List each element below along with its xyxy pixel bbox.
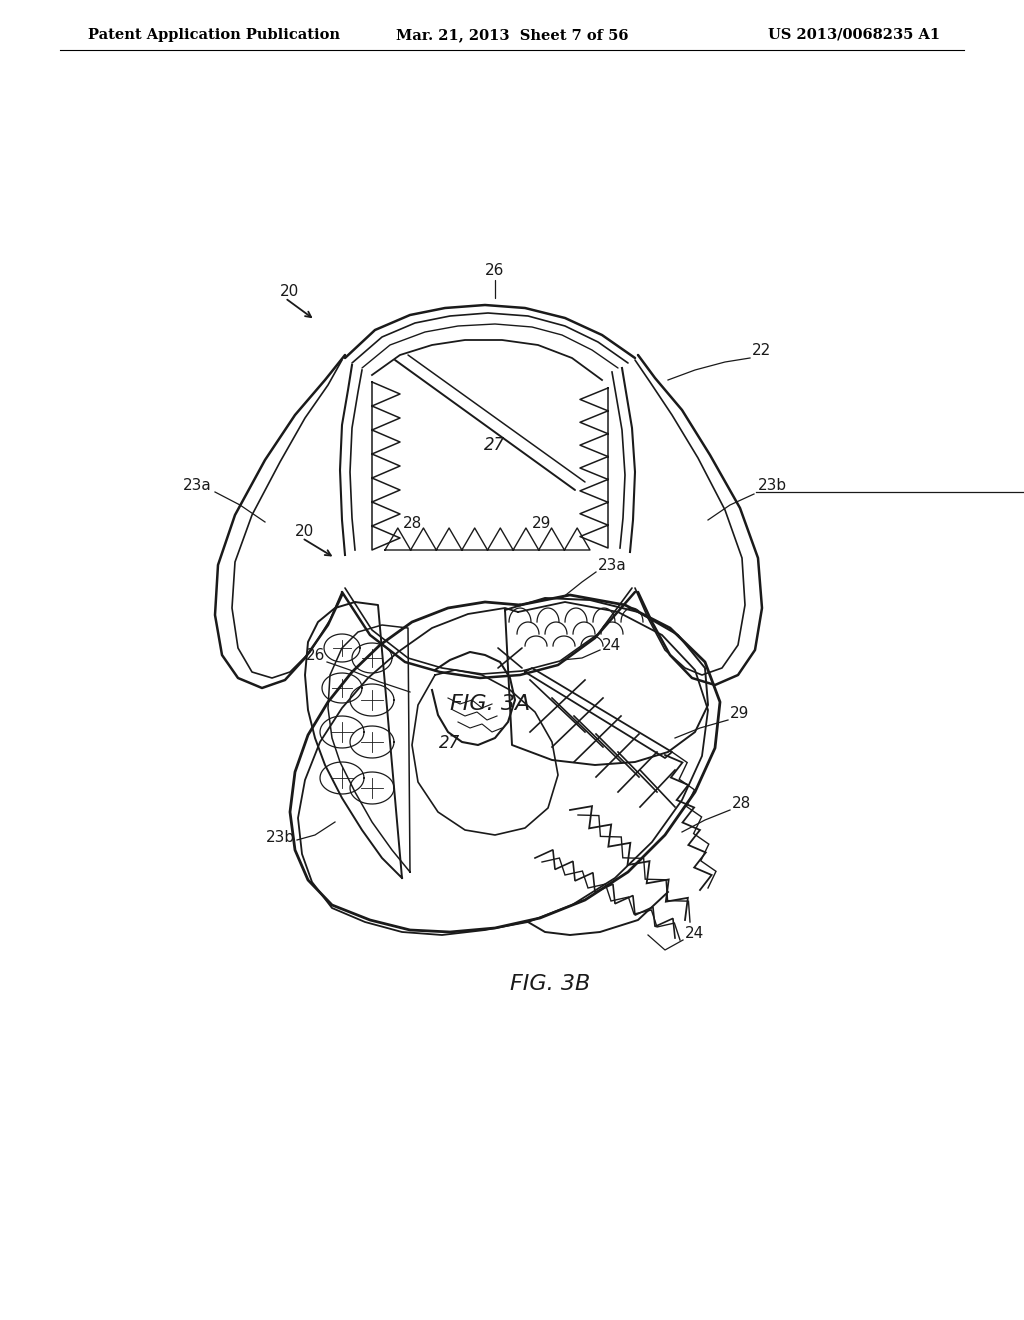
Text: 24: 24	[685, 927, 705, 941]
Text: 27: 27	[484, 436, 506, 454]
Text: 26: 26	[305, 648, 325, 663]
Text: FIG. 3B: FIG. 3B	[510, 974, 590, 994]
Text: 23a: 23a	[598, 558, 627, 573]
Text: 20: 20	[295, 524, 314, 540]
Text: 23b: 23b	[758, 478, 787, 492]
Text: Patent Application Publication: Patent Application Publication	[88, 28, 340, 42]
Text: 23a: 23a	[183, 478, 212, 492]
Text: US 2013/0068235 A1: US 2013/0068235 A1	[768, 28, 940, 42]
Text: 22: 22	[752, 343, 771, 358]
Text: 28: 28	[402, 516, 422, 531]
Text: 26: 26	[485, 263, 505, 279]
Text: 29: 29	[532, 516, 552, 531]
Text: Mar. 21, 2013  Sheet 7 of 56: Mar. 21, 2013 Sheet 7 of 56	[395, 28, 629, 42]
Text: 28: 28	[732, 796, 752, 810]
Text: FIG. 3A: FIG. 3A	[450, 694, 530, 714]
Text: 27: 27	[439, 734, 461, 752]
Text: 29: 29	[730, 706, 750, 721]
Text: 20: 20	[280, 285, 299, 300]
Text: 24: 24	[602, 638, 622, 653]
Text: 23b: 23b	[266, 830, 295, 845]
